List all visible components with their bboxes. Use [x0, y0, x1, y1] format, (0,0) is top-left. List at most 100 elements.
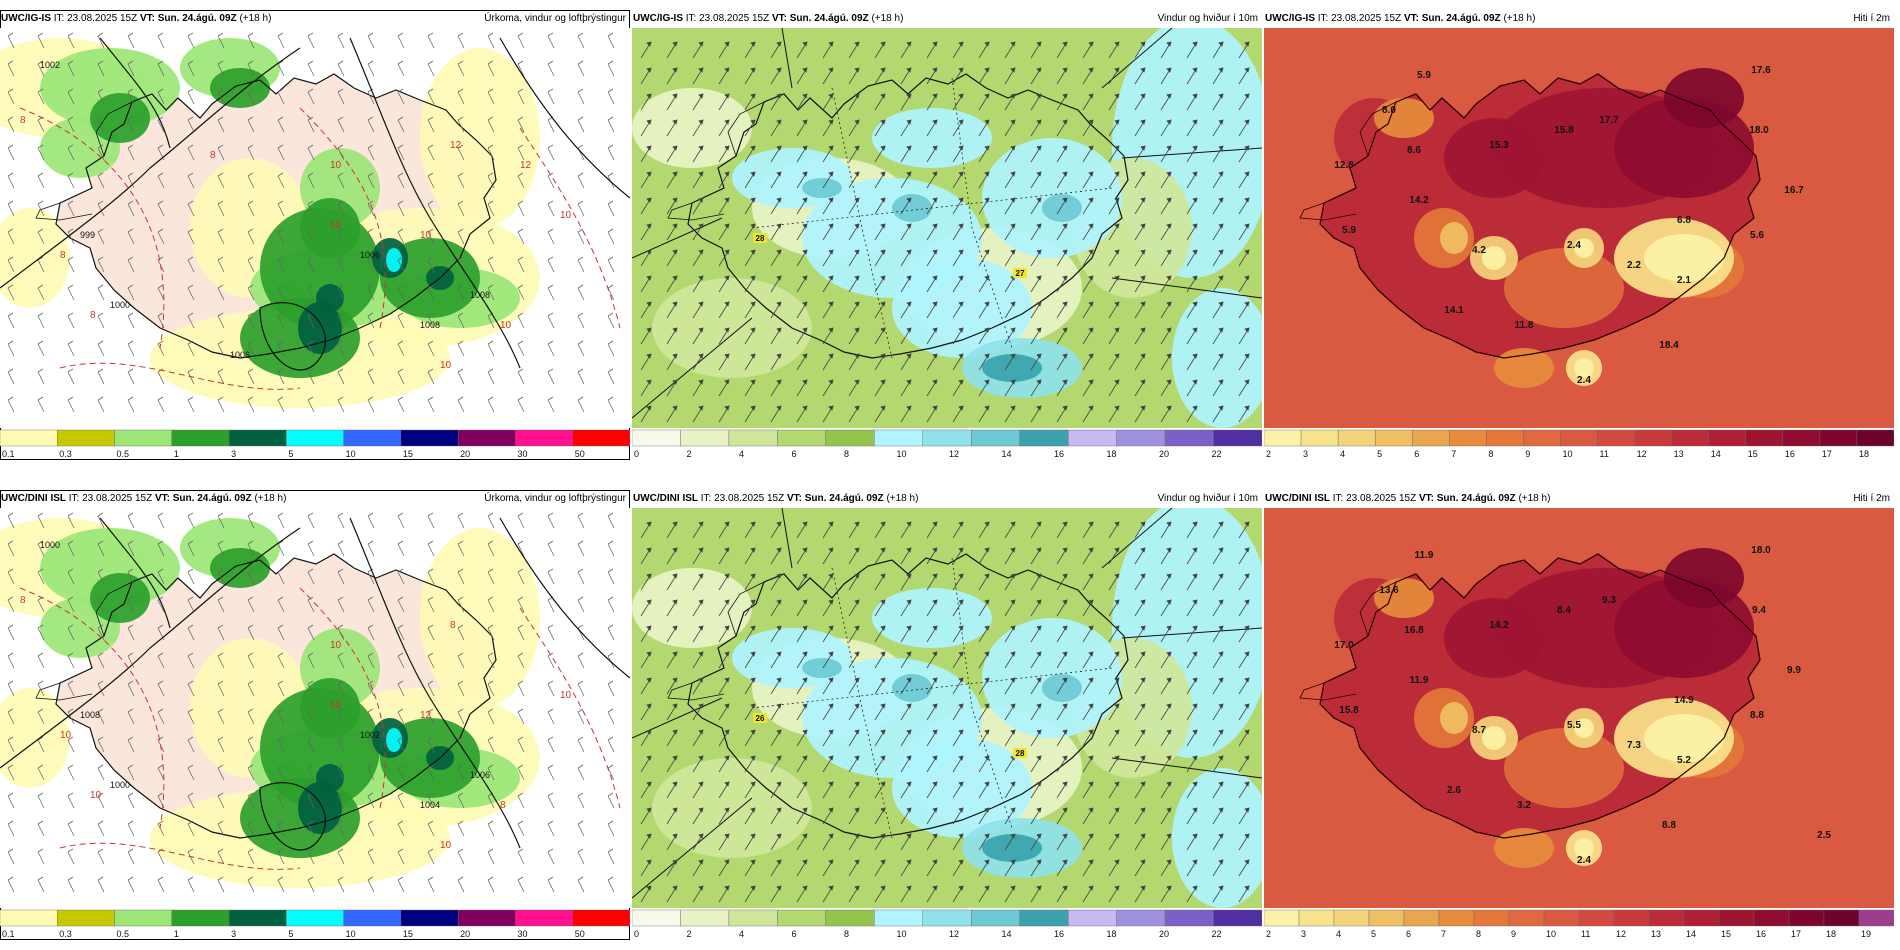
wind-arrow-head: [958, 625, 964, 631]
wind-arrow-head: [724, 599, 730, 605]
wind-barb: [517, 627, 525, 641]
gust-label-box: [1013, 268, 1027, 278]
wind-barb: [97, 399, 105, 413]
wind-arrow-head: [1244, 625, 1250, 631]
wind-arrow-head: [1244, 729, 1250, 735]
wind-barb: [487, 627, 495, 641]
wind-barb: [367, 119, 375, 133]
wind-barb: [337, 599, 345, 613]
wind-barb: [427, 91, 435, 105]
wind-barb: [37, 203, 45, 217]
wind-barb-flag: [187, 88, 194, 93]
wind-barb-flag: [487, 680, 494, 685]
wind-barb-flag: [607, 540, 614, 545]
area-line: [1111, 277, 1262, 299]
wind-arrow-head: [906, 885, 912, 891]
wind-barb-flag: [547, 624, 554, 629]
wind-arrow-head: [1140, 119, 1146, 125]
colorbar-tick-label: 15: [403, 929, 413, 939]
wind-barb-flag: [217, 736, 224, 741]
wind-arrow-head: [854, 859, 860, 865]
wind-barb-flag: [97, 256, 104, 261]
wind-barb-flag: [157, 312, 164, 317]
wind-barb-flag: [367, 368, 374, 373]
colorbar-tick-label: 17: [1791, 929, 1801, 939]
wind-barb-flag: [247, 540, 254, 545]
wind-arrow-head: [724, 41, 730, 47]
wind-barb-flag: [97, 228, 104, 233]
wind-barb-flag: [277, 764, 284, 769]
colorbar-tick-label: 5: [1371, 929, 1376, 939]
wind-arrow-head: [932, 379, 938, 385]
wind-barb: [157, 35, 165, 49]
wind-arrow-head: [958, 93, 964, 99]
wind-barb-flag: [187, 284, 194, 289]
wind-arrow-head: [724, 275, 730, 281]
wind-arrow-head: [906, 729, 912, 735]
wind-arrow-head: [828, 353, 834, 359]
wind-arrow-head: [1114, 547, 1120, 553]
wind-arrow-head: [1244, 41, 1250, 47]
wind-barb: [307, 571, 315, 585]
wind-barb-flag: [217, 60, 224, 65]
wind-arrow-head: [1062, 171, 1068, 177]
wind-barb-flag: [607, 876, 614, 881]
wind-arrow-head: [1036, 405, 1042, 411]
wind-arrow-head: [802, 405, 808, 411]
wind-arrow-head: [1140, 625, 1146, 631]
precip-colorbar: 0.1 0.3 0.5 1 3 5 10 15 20 30 50: [0, 908, 630, 940]
wind-barb: [427, 627, 435, 641]
colorbar-tick-label: 11: [1600, 449, 1609, 459]
colorbar-tick-label: 3: [231, 449, 236, 459]
wind-barb: [547, 571, 555, 585]
wind-arrow-head: [880, 729, 886, 735]
wind-barb: [247, 203, 255, 217]
wind-arrow-head: [672, 327, 678, 333]
wind-arrow-head: [1166, 67, 1172, 73]
isobar-label: 999: [80, 230, 95, 240]
wind-arrow-head: [906, 859, 912, 865]
wind-arrow-head: [1088, 327, 1094, 333]
wind-arrow-head: [672, 41, 678, 47]
wind-barb-flag: [547, 736, 554, 741]
wind-arrow-head: [672, 885, 678, 891]
wind-barb: [457, 515, 465, 529]
coastline: [1319, 553, 1761, 839]
wind-barb-flag: [427, 568, 434, 573]
wind-barb: [67, 599, 75, 613]
wind-barb-flag: [397, 256, 404, 261]
wind-barb-flag: [187, 32, 194, 37]
wind-barb: [427, 767, 435, 781]
wind-barb-flag: [337, 32, 344, 37]
wind-arrow-head: [828, 651, 834, 657]
wind-arrow-head: [776, 327, 782, 333]
wind-barb-flag: [127, 736, 134, 741]
isobar: [349, 517, 521, 849]
wind-arrow-head: [984, 249, 990, 255]
colorbar-tick-label: 13: [1651, 929, 1661, 939]
wind-arrow-head: [1036, 573, 1042, 579]
wind-barb: [307, 655, 315, 669]
wind-arrow-head: [984, 353, 990, 359]
wind-arrow-head: [776, 197, 782, 203]
wind-arrow-head: [906, 807, 912, 813]
wind-barb-flag: [427, 396, 434, 401]
wind-barb: [247, 231, 255, 245]
wind-barb: [157, 399, 165, 413]
wind-barb-flag: [397, 312, 404, 317]
wind-arrow-head: [828, 807, 834, 813]
wind-arrow-head: [672, 379, 678, 385]
temp-contours: [19, 587, 621, 870]
wind-barb: [457, 879, 465, 893]
temperature-value-label: 9.3: [1602, 595, 1616, 606]
wind-arrow-head: [958, 547, 964, 553]
wind-arrow-head: [880, 573, 886, 579]
wind-barb: [67, 627, 75, 641]
colorbar-swatch: [1412, 429, 1450, 447]
wind-arrow-head: [750, 807, 756, 813]
wind-barb: [367, 739, 375, 753]
wind-barb: [427, 599, 435, 613]
wind-arrow-head: [984, 625, 990, 631]
wind-arrow-head: [646, 223, 652, 229]
wind-arrow-head: [828, 573, 834, 579]
